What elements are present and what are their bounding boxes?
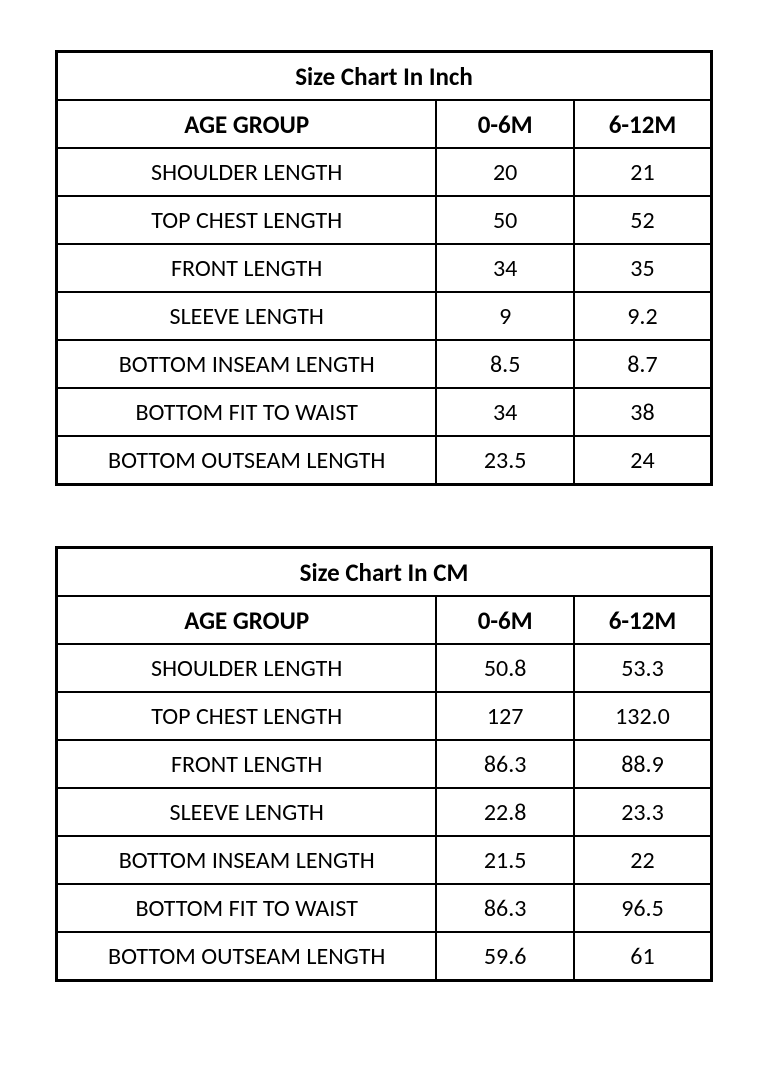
row-label: BOTTOM OUTSEAM LENGTH [57,436,437,485]
row-value: 23.3 [574,788,712,836]
row-value: 8.5 [436,340,574,388]
row-value: 59.6 [436,932,574,981]
table-row: BOTTOM FIT TO WAIST 34 38 [57,388,712,436]
row-value: 96.5 [574,884,712,932]
row-label: SLEEVE LENGTH [57,292,437,340]
header-age-group: AGE GROUP [57,596,437,644]
table-row: FRONT LENGTH 34 35 [57,244,712,292]
table-row: BOTTOM INSEAM LENGTH 21.5 22 [57,836,712,884]
header-age-group: AGE GROUP [57,100,437,148]
row-value: 23.5 [436,436,574,485]
row-label: SLEEVE LENGTH [57,788,437,836]
row-value: 9 [436,292,574,340]
row-value: 35 [574,244,712,292]
table-row: TOP CHEST LENGTH 50 52 [57,196,712,244]
row-value: 34 [436,388,574,436]
size-chart-cm-table: Size Chart In CM AGE GROUP 0-6M 6-12M SH… [55,546,713,982]
row-value: 38 [574,388,712,436]
table-row: BOTTOM INSEAM LENGTH 8.5 8.7 [57,340,712,388]
row-value: 132.0 [574,692,712,740]
row-value: 88.9 [574,740,712,788]
row-label: SHOULDER LENGTH [57,644,437,692]
table-row: SHOULDER LENGTH 20 21 [57,148,712,196]
row-value: 8.7 [574,340,712,388]
table-title: Size Chart In Inch [57,52,712,101]
row-label: BOTTOM INSEAM LENGTH [57,340,437,388]
table-title-row: Size Chart In Inch [57,52,712,101]
table-row: BOTTOM FIT TO WAIST 86.3 96.5 [57,884,712,932]
table-header-row: AGE GROUP 0-6M 6-12M [57,596,712,644]
table-row: SHOULDER LENGTH 50.8 53.3 [57,644,712,692]
row-value: 22.8 [436,788,574,836]
row-label: BOTTOM INSEAM LENGTH [57,836,437,884]
row-value: 21 [574,148,712,196]
row-value: 86.3 [436,740,574,788]
table-row: FRONT LENGTH 86.3 88.9 [57,740,712,788]
row-label: BOTTOM FIT TO WAIST [57,388,437,436]
table-row: TOP CHEST LENGTH 127 132.0 [57,692,712,740]
table-row: BOTTOM OUTSEAM LENGTH 23.5 24 [57,436,712,485]
header-col-1: 0-6M [436,596,574,644]
row-label: BOTTOM OUTSEAM LENGTH [57,932,437,981]
header-col-2: 6-12M [574,596,712,644]
row-value: 127 [436,692,574,740]
table-header-row: AGE GROUP 0-6M 6-12M [57,100,712,148]
row-label: SHOULDER LENGTH [57,148,437,196]
row-label: FRONT LENGTH [57,244,437,292]
row-value: 86.3 [436,884,574,932]
table-title-row: Size Chart In CM [57,548,712,597]
row-label: TOP CHEST LENGTH [57,692,437,740]
row-value: 34 [436,244,574,292]
row-value: 50 [436,196,574,244]
table-row: SLEEVE LENGTH 22.8 23.3 [57,788,712,836]
size-chart-inch-table: Size Chart In Inch AGE GROUP 0-6M 6-12M … [55,50,713,486]
row-label: BOTTOM FIT TO WAIST [57,884,437,932]
row-value: 9.2 [574,292,712,340]
row-value: 22 [574,836,712,884]
row-label: TOP CHEST LENGTH [57,196,437,244]
table-title: Size Chart In CM [57,548,712,597]
table-row: BOTTOM OUTSEAM LENGTH 59.6 61 [57,932,712,981]
page-container: Size Chart In Inch AGE GROUP 0-6M 6-12M … [0,0,768,1092]
table-row: SLEEVE LENGTH 9 9.2 [57,292,712,340]
row-value: 53.3 [574,644,712,692]
row-value: 21.5 [436,836,574,884]
row-value: 52 [574,196,712,244]
row-value: 20 [436,148,574,196]
row-value: 61 [574,932,712,981]
header-col-2: 6-12M [574,100,712,148]
header-col-1: 0-6M [436,100,574,148]
row-value: 24 [574,436,712,485]
row-label: FRONT LENGTH [57,740,437,788]
row-value: 50.8 [436,644,574,692]
